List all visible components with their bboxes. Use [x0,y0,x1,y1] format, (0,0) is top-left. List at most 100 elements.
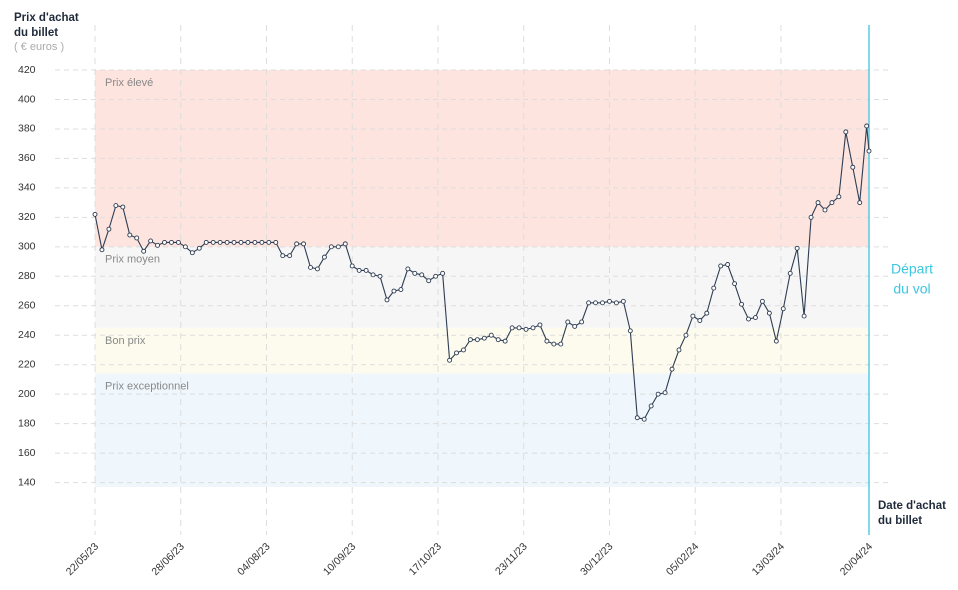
price-point [412,270,418,276]
price-point [850,164,856,170]
price-point [759,298,765,304]
price-point [641,416,647,422]
price-point [335,244,341,250]
y-axis-label: du billet [14,27,58,39]
price-point [516,325,522,331]
x-tick-label: 23/11/23 [493,540,530,577]
price-point [607,298,612,304]
price-point [252,239,258,245]
x-tick-label: 28/06/23 [149,540,186,577]
price-point [586,300,592,306]
price-point [426,278,432,284]
y-tick-label: 340 [18,182,36,194]
price-point [600,300,605,306]
price-point [398,287,404,293]
y-tick-label: 420 [18,64,36,76]
price-point [169,239,174,245]
price-point [148,238,154,244]
price-point [474,337,480,343]
price-point [801,313,807,319]
price-point [572,323,578,329]
price-point [669,366,675,372]
x-tick-label: 17/10/23 [407,540,444,577]
price-point [342,241,348,247]
x-tick-label: 30/12/23 [578,540,615,577]
x-axis-label: du billet [878,515,922,527]
price-point [217,239,223,245]
price-point [683,332,689,338]
price-point [273,239,279,245]
price-point [231,239,237,245]
price-point [141,248,147,254]
price-point [454,350,459,356]
price-point [349,263,355,269]
x-tick-label: 05/02/24 [664,540,701,577]
price-point [718,263,724,269]
band-label: Prix exceptionnel [105,380,189,392]
x-tick-label: 13/03/24 [750,540,787,577]
price-point [752,315,758,320]
price-point [120,204,126,210]
price-point [113,203,119,209]
y-unit: ( € euros ) [14,41,64,53]
price-point [440,270,446,276]
y-tick-label: 320 [18,211,36,223]
price-point [808,214,814,220]
price-point [655,391,661,397]
price-point [106,226,112,232]
price-point [266,239,272,245]
price-point [509,325,515,331]
price-point [787,270,793,276]
price-point [690,313,696,319]
y-tick-label: 380 [18,123,36,135]
y-tick-label: 360 [18,152,36,164]
price-point [676,347,682,353]
price-point [203,239,209,245]
price-point [363,267,369,273]
band-label: Bon prix [105,335,146,347]
price-point [238,239,244,245]
price-point [155,242,161,248]
price-point [92,211,98,217]
price-point [794,245,800,251]
x-tick-label: 10/09/23 [321,540,358,577]
y-tick-label: 240 [18,329,36,341]
y-tick-label: 280 [18,270,36,282]
price-point [433,273,439,279]
y-tick-label: 300 [18,241,36,253]
price-point [864,123,870,129]
y-axis-label: Prix d'achat [14,12,79,24]
price-point [308,264,313,270]
x-tick-label: 22/05/23 [64,540,101,577]
price-point [495,337,501,343]
price-band [95,327,869,374]
band-label: Prix élevé [105,77,153,89]
band-label: Prix moyen [105,254,160,266]
price-point [467,337,473,343]
price-point [780,306,786,312]
x-tick-label: 20/04/24 [838,540,875,577]
price-point [530,325,536,331]
price-point [613,300,619,306]
price-point [301,241,307,247]
price-point [134,235,140,241]
price-point [328,244,334,250]
y-tick-label: 220 [18,358,36,370]
price-point [461,347,466,353]
price-point [711,285,717,291]
price-point [370,272,376,278]
price-point [481,335,487,341]
price-point [189,250,195,256]
price-point [405,266,411,272]
price-point [99,247,105,253]
price-point [315,266,320,272]
event-label: du vol [893,281,930,297]
price-point [488,332,494,338]
price-point [593,300,599,306]
y-tick-label: 160 [18,447,36,459]
price-point [321,254,327,260]
price-point [739,301,744,307]
price-point [294,241,300,247]
price-point [662,390,668,396]
price-point [634,415,640,421]
